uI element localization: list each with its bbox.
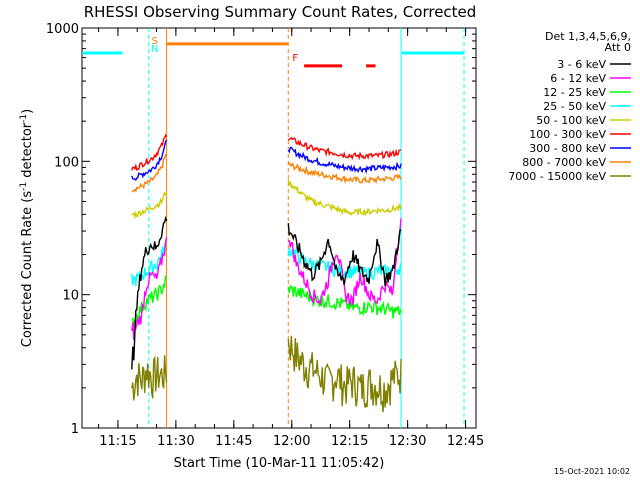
series-line (287, 335, 402, 413)
series-line (287, 136, 402, 161)
series-line (131, 215, 168, 370)
legend-label: 6 - 12 keV (550, 72, 606, 85)
series-line (131, 275, 167, 327)
legend-label: 50 - 100 keV (536, 114, 606, 127)
x-tick-label: 11:30 (157, 434, 194, 449)
footer-date: 15-Oct-2021 10:02 (554, 467, 630, 476)
series-line (287, 146, 402, 175)
series-line (131, 355, 168, 401)
x-tick-label: 12:15 (331, 434, 368, 449)
series-line (287, 179, 402, 217)
legend-header: Att 0 (605, 41, 631, 54)
y-tick-label: 100 (54, 155, 79, 170)
series-line (131, 191, 168, 220)
event-marker-s: S (151, 36, 157, 47)
y-tick-label: 1000 (46, 22, 79, 37)
x-tick-label: 12:45 (447, 434, 484, 449)
legend-label: 800 - 7000 keV (522, 156, 606, 169)
chart-title: RHESSI Observing Summary Count Rates, Co… (84, 3, 477, 21)
series-line (131, 139, 168, 182)
y-tick-label: 1 (71, 422, 79, 437)
series-line (288, 162, 402, 185)
event-marker-n: N (151, 44, 158, 55)
series-line (288, 218, 402, 307)
legend-label: 12 - 25 keV (543, 86, 606, 99)
y-tick-label: 10 (62, 289, 79, 304)
series-line (287, 283, 402, 319)
legend-header: Det 1,3,4,5,6,9, (545, 30, 631, 43)
x-tick-label: 12:00 (273, 434, 310, 449)
legend-label: 25 - 50 keV (543, 100, 606, 113)
series-line (131, 153, 168, 193)
y-axis-label: Corrected Count Rate (s-1 detector-1) (19, 109, 35, 347)
legend-label: 7000 - 15000 keV (508, 170, 606, 183)
x-tick-label: 11:15 (99, 434, 136, 449)
legend-label: 300 - 800 keV (529, 142, 606, 155)
x-tick-label: 12:30 (389, 434, 426, 449)
legend-label: 3 - 6 keV (557, 58, 606, 71)
series-line (131, 237, 168, 340)
x-tick-label: 11:45 (215, 434, 252, 449)
legend-label: 100 - 300 keV (529, 128, 606, 141)
series-line (131, 133, 168, 172)
x-axis-label: Start Time (10-Mar-11 11:05:42) (174, 456, 385, 471)
plot-frame (81, 27, 477, 429)
series-line (287, 223, 402, 287)
event-marker-f: F (292, 53, 298, 64)
